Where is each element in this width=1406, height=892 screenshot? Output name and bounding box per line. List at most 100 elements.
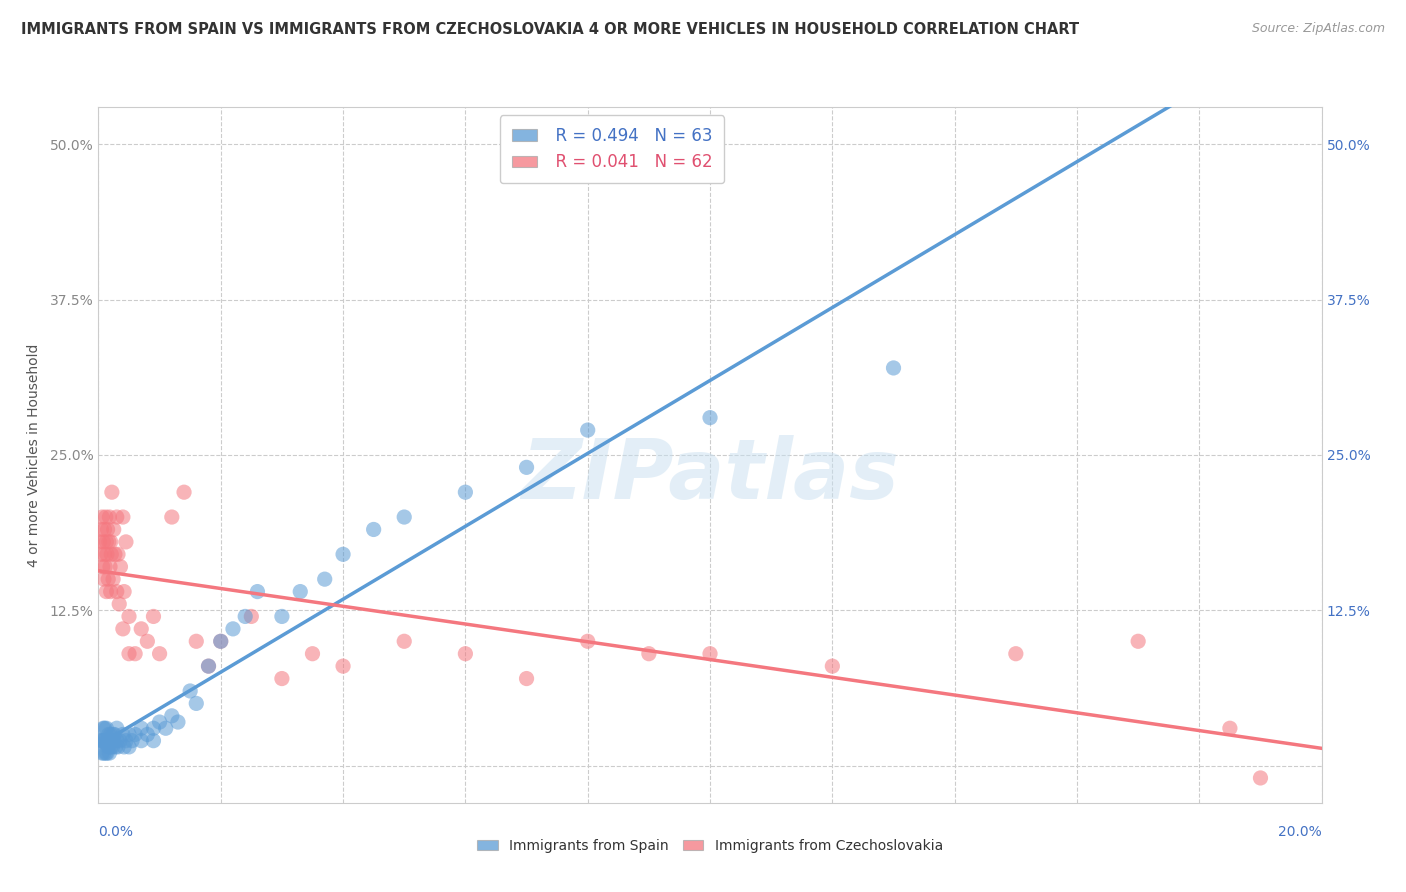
Point bbox=[136, 727, 159, 741]
Point bbox=[136, 634, 159, 648]
Point bbox=[186, 634, 208, 648]
Point bbox=[91, 534, 114, 549]
Point bbox=[209, 634, 232, 648]
Point bbox=[90, 523, 112, 537]
Point bbox=[94, 733, 117, 747]
Point bbox=[105, 721, 128, 735]
Point bbox=[93, 523, 115, 537]
Legend: Immigrants from Spain, Immigrants from Czechoslovakia: Immigrants from Spain, Immigrants from C… bbox=[471, 833, 949, 858]
Point bbox=[173, 485, 195, 500]
Point bbox=[104, 739, 127, 754]
Point bbox=[96, 584, 118, 599]
Point bbox=[142, 721, 165, 735]
Point bbox=[96, 547, 118, 561]
Point bbox=[105, 733, 128, 747]
Point bbox=[91, 510, 114, 524]
Point bbox=[101, 739, 124, 754]
Point bbox=[124, 727, 146, 741]
Point bbox=[124, 647, 146, 661]
Point bbox=[821, 659, 844, 673]
Point bbox=[101, 727, 124, 741]
Point bbox=[91, 733, 114, 747]
Point bbox=[91, 559, 114, 574]
Point bbox=[160, 510, 183, 524]
Point bbox=[93, 733, 115, 747]
Point bbox=[363, 523, 385, 537]
Point bbox=[112, 739, 135, 754]
Point bbox=[155, 721, 177, 735]
Point bbox=[115, 534, 138, 549]
Text: Source: ZipAtlas.com: Source: ZipAtlas.com bbox=[1251, 22, 1385, 36]
Point bbox=[100, 547, 122, 561]
Point bbox=[93, 721, 115, 735]
Point bbox=[883, 361, 905, 376]
Point bbox=[454, 485, 477, 500]
Point bbox=[100, 739, 122, 754]
Point bbox=[392, 510, 416, 524]
Point bbox=[93, 572, 115, 586]
Point bbox=[222, 622, 245, 636]
Point bbox=[103, 523, 125, 537]
Text: ZIPatlas: ZIPatlas bbox=[522, 435, 898, 516]
Point bbox=[118, 609, 141, 624]
Point bbox=[97, 572, 120, 586]
Point bbox=[107, 547, 129, 561]
Point bbox=[1004, 647, 1026, 661]
Point bbox=[637, 647, 661, 661]
Point bbox=[100, 727, 122, 741]
Point bbox=[98, 559, 121, 574]
Point bbox=[96, 534, 118, 549]
Point bbox=[108, 733, 131, 747]
Point bbox=[314, 572, 336, 586]
Point bbox=[516, 672, 538, 686]
Point bbox=[94, 559, 117, 574]
Point bbox=[699, 410, 721, 425]
Point bbox=[246, 584, 269, 599]
Point bbox=[332, 659, 354, 673]
Text: 20.0%: 20.0% bbox=[1278, 825, 1322, 839]
Point bbox=[1128, 634, 1150, 648]
Point bbox=[101, 485, 124, 500]
Point bbox=[186, 697, 208, 711]
Point bbox=[392, 634, 416, 648]
Point bbox=[118, 727, 141, 741]
Point bbox=[454, 647, 477, 661]
Point bbox=[105, 510, 128, 524]
Point bbox=[301, 647, 323, 661]
Point bbox=[108, 597, 131, 611]
Point bbox=[111, 510, 134, 524]
Point bbox=[270, 672, 292, 686]
Point bbox=[89, 534, 111, 549]
Point bbox=[129, 721, 152, 735]
Point bbox=[89, 733, 111, 747]
Point bbox=[149, 647, 172, 661]
Point bbox=[90, 733, 112, 747]
Point bbox=[100, 584, 122, 599]
Point bbox=[115, 733, 138, 747]
Point bbox=[290, 584, 312, 599]
Point bbox=[94, 510, 117, 524]
Point bbox=[516, 460, 538, 475]
Point bbox=[90, 547, 112, 561]
Point bbox=[1219, 721, 1241, 735]
Point bbox=[233, 609, 256, 624]
Point bbox=[240, 609, 263, 624]
Point bbox=[179, 684, 201, 698]
Point bbox=[129, 733, 152, 747]
Text: 0.0%: 0.0% bbox=[98, 825, 134, 839]
Point bbox=[97, 534, 120, 549]
Point bbox=[101, 733, 124, 747]
Point bbox=[576, 423, 599, 437]
Point bbox=[98, 733, 121, 747]
Point bbox=[97, 727, 120, 741]
Point bbox=[97, 523, 120, 537]
Point bbox=[98, 510, 121, 524]
Point bbox=[97, 739, 120, 754]
Point bbox=[96, 721, 118, 735]
Point bbox=[103, 733, 125, 747]
Point bbox=[111, 727, 134, 741]
Point bbox=[103, 727, 125, 741]
Y-axis label: 4 or more Vehicles in Household: 4 or more Vehicles in Household bbox=[27, 343, 41, 566]
Text: IMMIGRANTS FROM SPAIN VS IMMIGRANTS FROM CZECHOSLOVAKIA 4 OR MORE VEHICLES IN HO: IMMIGRANTS FROM SPAIN VS IMMIGRANTS FROM… bbox=[21, 22, 1080, 37]
Point bbox=[121, 733, 143, 747]
